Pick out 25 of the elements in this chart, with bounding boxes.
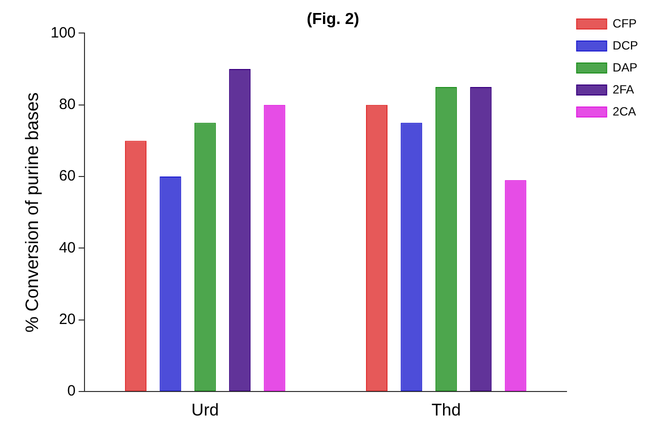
legend-label: 2CA — [612, 104, 636, 118]
bar — [366, 104, 388, 392]
chart-title: (Fig. 2) — [306, 11, 360, 28]
x-tick-label: Thd — [432, 400, 461, 420]
bar — [470, 86, 492, 392]
bar — [124, 140, 146, 392]
x-tick-label: Urd — [191, 400, 219, 420]
y-tick-label: 20 — [58, 311, 76, 328]
y-tick-label: 40 — [58, 239, 76, 256]
y-tick-label: 100 — [50, 24, 76, 42]
bar — [194, 122, 216, 392]
y-tick-label: 0 — [67, 382, 76, 400]
y-tick-label: 80 — [58, 96, 76, 114]
y-axis-title: % Conversion of purine bases — [22, 92, 42, 332]
bar — [435, 86, 457, 392]
bar — [160, 176, 182, 392]
legend-label: 2FA — [612, 82, 634, 96]
bar — [504, 180, 526, 392]
legend-label: DAP — [612, 60, 638, 74]
bar — [400, 122, 422, 392]
y-tick-label: 60 — [58, 168, 76, 185]
legend-label: DCP — [612, 38, 638, 52]
bar — [264, 104, 286, 392]
legend-label: CFP — [612, 16, 637, 30]
bar — [229, 69, 251, 392]
